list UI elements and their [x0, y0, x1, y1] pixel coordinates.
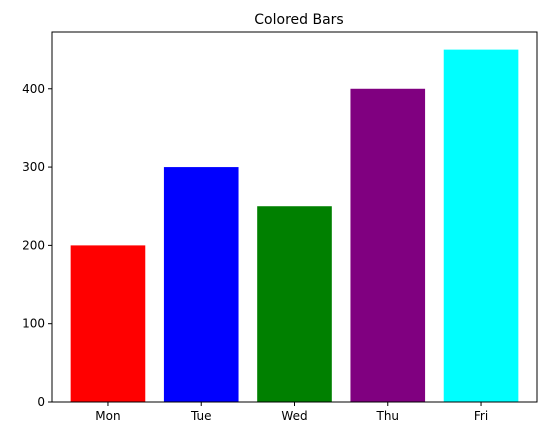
y-tick-label: 400	[22, 82, 45, 96]
y-tick-label: 0	[37, 395, 45, 409]
x-tick-label: Tue	[190, 409, 212, 423]
x-tick-label: Mon	[95, 409, 120, 423]
bar-mon	[70, 245, 146, 402]
x-tick-label: Thu	[375, 409, 399, 423]
y-tick-label: 100	[22, 317, 45, 331]
x-tick-label: Wed	[281, 409, 307, 423]
plot-frame	[51, 31, 538, 403]
y-axis: 0 100 200 300 400	[22, 82, 52, 409]
bar-wed	[257, 206, 332, 402]
x-tick-label: Fri	[474, 409, 488, 423]
x-axis: Mon Tue Wed Thu Fri	[95, 402, 488, 423]
bar-tue	[163, 167, 239, 402]
chart-title: Colored Bars	[254, 12, 343, 28]
bar-fri	[443, 49, 519, 403]
bars-group	[70, 49, 519, 403]
y-tick-label: 200	[22, 238, 45, 252]
y-tick-label: 300	[22, 160, 45, 174]
bar-thu	[350, 88, 426, 403]
